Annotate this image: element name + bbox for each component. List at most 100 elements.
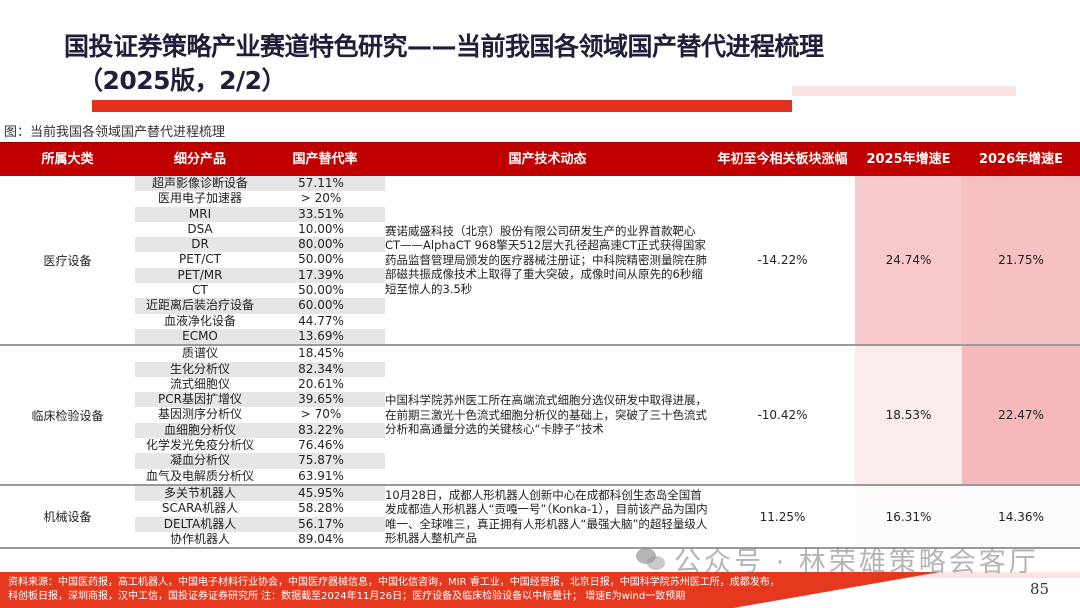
table-row: 血细胞分析仪 83.22%	[135, 422, 385, 439]
product-name: 质谱仪	[181, 346, 218, 361]
substitution-rate: 60.00%	[265, 298, 385, 314]
figure-caption: 图：当前我国各领域国产替代进程梳理	[4, 125, 226, 140]
footer: 资料来源：中国医药报，高工机器人，中国电子材料行业协会，中国医疗器械信息，中国化…	[0, 572, 1080, 608]
substitution-rate: 89.04%	[298, 531, 344, 546]
growth-2025-cell: 16.31%	[855, 485, 962, 548]
substitution-rate: 57.11%	[265, 176, 385, 192]
page-number: 85	[1030, 580, 1050, 598]
substitution-rate: 80.00%	[265, 237, 385, 253]
substitution-rate: 45.95%	[265, 485, 385, 502]
col-header-ytd: 年初至今相关板块涨幅	[717, 152, 848, 167]
col-header-growth-2025: 2025年增速E	[866, 152, 951, 167]
col-header-rate: 国产替代率	[292, 152, 358, 167]
table-row: PCR基因扩增仪 39.65%	[135, 392, 385, 408]
substitution-rate: 10.00%	[298, 221, 344, 236]
product-name: 流式细胞仪	[169, 376, 230, 391]
substitution-rate: 82.34%	[265, 361, 385, 377]
tech-news-text: 10月28日，成都人形机器人创新中心在成都科创生态岛全国首发成都造人形机器人“贡…	[385, 487, 708, 546]
product-name: MRI	[135, 206, 265, 222]
ytd-change-cell: -14.22%	[757, 253, 808, 268]
table-row: PET/CT 50.00%	[135, 252, 385, 267]
growth-2025-cell: 24.74%	[855, 176, 962, 345]
ytd-change-cell: -10.42%	[757, 408, 808, 423]
product-name: 血气及电解质分析仪	[145, 468, 254, 483]
product-name: PET/MR	[135, 267, 265, 284]
table-row: CT 50.00%	[135, 283, 385, 298]
product-list: 质谱仪 18.45% 生化分析仪 82.34% 流式细胞仪 20.61% PCR基因扩…	[135, 346, 385, 484]
page-title: 国投证券策略产业赛道特色研究——当前我国各领域国产替代进程梳理 （2025版，2…	[64, 30, 1024, 98]
product-name: 血液净化设备	[163, 313, 236, 328]
source-line-2: 科创板日报，深圳商报，汉中工信，国投证券证券研究所 注：数据截至2024年11月…	[8, 591, 686, 602]
substitution-rate: > 70%	[300, 407, 342, 422]
product-name: PCR基因扩增仪	[135, 392, 265, 408]
source-note: 资料来源：中国医药报，高工机器人，中国电子材料行业协会，中国医疗器械信息，中国化…	[8, 576, 908, 604]
product-name: 基因测序分析仪	[157, 407, 242, 422]
product-name: PET/CT	[179, 252, 221, 267]
substitution-rate: 17.39%	[265, 267, 385, 284]
product-name: DELTA机器人	[135, 516, 265, 532]
substitution-rate: 63.91%	[298, 468, 344, 483]
table-row: SCARA机器人 58.28%	[135, 501, 385, 516]
tech-news-text: 赛诺威盛科技（北京）股份有限公司研发生产的业界首款靶心CT——AlphaCT 9…	[385, 223, 707, 296]
table-row: 基因测序分析仪 > 70%	[135, 407, 385, 422]
tech-news-text: 中国科学院苏州医工所在高端流式细胞分选仪研发中取得进展，在前期三激光十色流式细胞…	[385, 393, 707, 437]
growth-2026-cell: 14.36%	[962, 485, 1080, 548]
table-row: 近距离后装治疗设备 60.00%	[135, 298, 385, 314]
title-accent-bar	[792, 86, 1016, 96]
substitution-rate: 50.00%	[298, 283, 344, 298]
table-row: PET/MR 17.39%	[135, 267, 385, 284]
product-list: 多关节机器人 45.95% SCARA机器人 58.28% DELTA机器人 56.1…	[135, 485, 385, 547]
table-group-medical: 医疗设备 超声影像诊断设备 57.11% 医用电子加速器 > 20% MRI 33.5…	[0, 176, 1080, 347]
table-row: 生化分析仪 82.34%	[135, 361, 385, 377]
table-group-clinical: 临床检验设备 质谱仪 18.45% 生化分析仪 82.34% 流式细胞仪 20.61%…	[0, 346, 1080, 486]
category-cell: 机械设备	[43, 510, 92, 525]
table-row: MRI 33.51%	[135, 206, 385, 222]
col-header-growth-2026: 2026年增速E	[978, 152, 1064, 167]
substitution-rate: 76.46%	[298, 438, 344, 453]
table-row: 多关节机器人 45.95%	[135, 485, 385, 502]
product-name: 血细胞分析仪	[135, 422, 265, 439]
category-cell: 医疗设备	[43, 253, 92, 268]
substitution-rate: 75.87%	[265, 453, 385, 469]
wechat-icon	[636, 547, 666, 572]
product-name: 超声影像诊断设备	[135, 176, 265, 192]
col-header-news: 国产技术动态	[508, 152, 587, 167]
table-row: 化学发光免疫分析仪 76.46%	[135, 438, 385, 453]
table-row: 血液净化设备 44.77%	[135, 314, 385, 329]
watermark: 公众号 · 林荣雄策略会客厅	[636, 540, 1039, 579]
substitution-rate: 13.69%	[265, 328, 385, 345]
tech-news-cell: 中国科学院苏州医工所在高端流式细胞分选仪研发中取得进展，在前期三激光十色流式细胞…	[385, 346, 710, 484]
product-name: 多关节机器人	[135, 485, 265, 502]
product-name: ECMO	[135, 328, 265, 345]
col-header-product: 细分产品	[173, 152, 226, 167]
product-name: 协作机器人	[169, 531, 230, 546]
watermark-text: 公众号 · 林荣雄策略会客厅	[674, 547, 1039, 578]
substitution-rate: 56.17%	[265, 516, 385, 532]
growth-2026-cell: 21.75%	[962, 176, 1080, 345]
source-line-1: 资料来源：中国医药报，高工机器人，中国电子材料行业协会，中国医疗器械信息，中国化…	[8, 577, 780, 588]
table-row: 凝血分析仪 75.87%	[135, 453, 385, 469]
product-name: SCARA机器人	[161, 501, 239, 516]
ytd-change-cell: 11.25%	[759, 509, 806, 524]
title-line-1: 国投证券策略产业赛道特色研究——当前我国各领域国产替代进程梳理	[64, 32, 824, 61]
substitution-rate: 33.51%	[265, 206, 385, 222]
substitution-rate: > 20%	[300, 191, 342, 206]
table-row: 质谱仪 18.45%	[135, 346, 385, 361]
substitution-rate: 83.22%	[265, 422, 385, 439]
table-row: 流式细胞仪 20.61%	[135, 377, 385, 392]
table-row: DR 80.00%	[135, 237, 385, 253]
substitution-rate: 20.61%	[298, 376, 344, 391]
table-header: 所属大类 细分产品 国产替代率 国产技术动态 年初至今相关板块涨幅 2025年增…	[0, 142, 1080, 176]
growth-2026-cell: 22.47%	[962, 346, 1080, 484]
table-row: 医用电子加速器 > 20%	[135, 191, 385, 206]
substitution-rate: 39.65%	[265, 392, 385, 408]
table-row: 超声影像诊断设备 57.11%	[135, 176, 385, 192]
growth-2025-cell: 18.53%	[855, 346, 962, 484]
table-group-machinery: 机械设备 多关节机器人 45.95% SCARA机器人 58.28% DELTA机器…	[0, 485, 1080, 550]
table-row: 血气及电解质分析仪 63.91%	[135, 469, 385, 484]
title-underline-bar	[92, 100, 792, 112]
product-name: 凝血分析仪	[135, 453, 265, 469]
product-name: DSA	[187, 221, 213, 236]
substitution-rate: 58.28%	[298, 501, 344, 516]
product-name: 化学发光免疫分析仪	[145, 438, 254, 453]
